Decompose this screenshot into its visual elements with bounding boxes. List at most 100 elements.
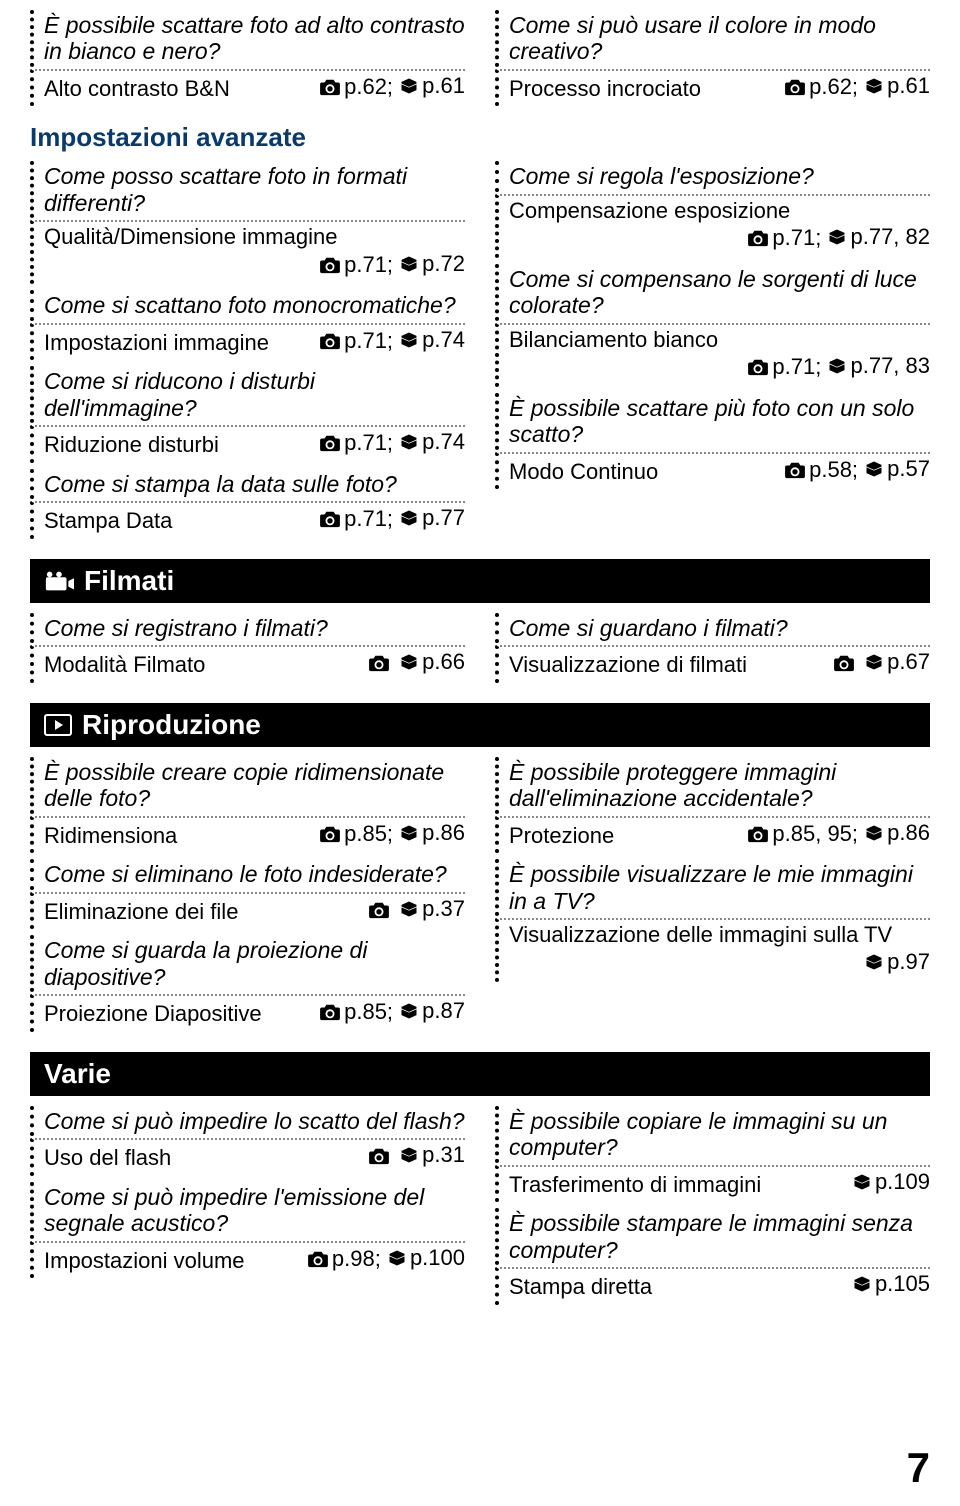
faq-entry: Come si scattano foto monocromatiche?Imp… <box>30 290 465 360</box>
answer-label: Visualizzazione delle immagini sulla TV <box>509 922 898 948</box>
answer-label: Alto contrasto B&N <box>44 76 236 102</box>
faq-entry: Come si eliminano le foto indesiderate?E… <box>30 859 465 929</box>
faq-entry: Come si compensano le sorgenti di luce c… <box>495 264 930 387</box>
faq-entry: È possibile creare copie ridimensionate … <box>30 757 465 853</box>
camera-icon <box>319 332 341 350</box>
answer-refs: p.85, 95; p.86 <box>747 820 930 850</box>
book-icon <box>399 432 419 452</box>
book-icon <box>399 899 419 919</box>
answer-refs: p.85; p.86 <box>319 820 465 850</box>
ref-text: p.71; <box>344 252 393 278</box>
faq-answer: Processo incrociatop.62; p.61 <box>495 69 930 107</box>
camera-icon <box>747 229 769 247</box>
answer-label: Bilanciamento bianco <box>509 327 724 353</box>
ref-text: p.74 <box>422 327 465 353</box>
ref-text: p.86 <box>422 820 465 846</box>
camera-ref: p.71; <box>747 354 821 380</box>
faq-question: È possibile visualizzare le mie immagini… <box>495 859 930 916</box>
ref-text: p.62; <box>344 74 393 100</box>
camera-ref: p.85, 95; <box>747 821 858 847</box>
faq-answer: Protezione p.85, 95; p.86 <box>495 816 930 854</box>
ref-text: p.77, 82 <box>850 224 930 250</box>
faq-answer: Uso del flash p.31 <box>30 1138 465 1176</box>
book-ref: p.31 <box>399 1142 465 1168</box>
book-icon <box>864 652 884 672</box>
book-icon <box>399 1145 419 1165</box>
faq-question: È possibile copiare le immagini su un co… <box>495 1106 930 1163</box>
riproduzione-heading: Riproduzione <box>82 709 261 741</box>
varie-bar: Varie <box>30 1052 930 1096</box>
camera-ref: p.71; <box>319 430 393 456</box>
book-ref: p.74 <box>399 429 465 455</box>
video-icon <box>44 569 74 593</box>
faq-entry: È possibile proteggere immagini dall'eli… <box>495 757 930 853</box>
faq-entry: Come si guardano i filmati?Visualizzazio… <box>495 613 930 683</box>
book-icon <box>864 952 884 972</box>
answer-refs: p.62; p.61 <box>319 73 465 103</box>
answer-refs: p.62; p.61 <box>784 73 930 103</box>
ref-text: p.77 <box>422 505 465 531</box>
faq-entry: È possibile scattare più foto con un sol… <box>495 393 930 489</box>
faq-question: Come si stampa la data sulle foto? <box>30 469 465 499</box>
ref-text: p.77, 83 <box>850 353 930 379</box>
varie-heading: Varie <box>44 1058 111 1090</box>
camera-ref: p.98; <box>307 1246 381 1272</box>
faq-answer: Bilanciamento bianco p.71; p.77, 83 <box>495 323 930 387</box>
filmati-heading: Filmati <box>84 565 174 597</box>
faq-entry: È possibile stampare le immagini senza c… <box>495 1208 930 1304</box>
answer-refs: p.66 <box>368 649 465 679</box>
faq-answer: Visualizzazione delle immagini sulla TVp… <box>495 918 930 982</box>
faq-question: Come si compensano le sorgenti di luce c… <box>495 264 930 321</box>
answer-label: Visualizzazione di filmati <box>509 652 753 678</box>
ref-text: p.71; <box>772 354 821 380</box>
ref-text: p.67 <box>887 649 930 675</box>
answer-label: Trasferimento di immagini <box>509 1172 767 1198</box>
ref-text: p.85; <box>344 821 393 847</box>
faq-question: Come si riducono i disturbi dell'immagin… <box>30 366 465 423</box>
faq-entry: Come si può impedire l'emissione del seg… <box>30 1182 465 1278</box>
faq-question: Come si regola l'esposizione? <box>495 161 930 191</box>
book-ref: p.77, 83 <box>827 353 930 379</box>
book-icon <box>399 1001 419 1021</box>
camera-ref: p.62; <box>319 74 393 100</box>
book-ref: p.66 <box>399 649 465 675</box>
book-icon <box>387 1248 407 1268</box>
faq-answer: Stampa Datap.71; p.77 <box>30 501 465 539</box>
answer-label: Protezione <box>509 823 620 849</box>
camera-icon <box>784 461 806 479</box>
faq-question: Come si guarda la proiezione di diaposit… <box>30 935 465 992</box>
answer-refs: p.71; p.77, 83 <box>747 353 930 383</box>
book-icon <box>864 76 884 96</box>
answer-refs: p.97 <box>864 949 930 979</box>
book-icon <box>864 459 884 479</box>
faq-question: È possibile scattare più foto con un sol… <box>495 393 930 450</box>
book-ref: p.97 <box>864 949 930 975</box>
book-ref: p.57 <box>864 456 930 482</box>
ref-text: p.61 <box>422 73 465 99</box>
book-ref: p.86 <box>864 820 930 846</box>
book-icon <box>399 254 419 274</box>
book-icon <box>399 823 419 843</box>
faq-answer: Impostazioni immaginep.71; p.74 <box>30 323 465 361</box>
ref-text: p.97 <box>887 949 930 975</box>
faq-answer: Compensazione esposizionep.71; p.77, 82 <box>495 194 930 258</box>
faq-answer: Visualizzazione di filmati p.67 <box>495 645 930 683</box>
faq-entry: Come si riducono i disturbi dell'immagin… <box>30 366 465 462</box>
camera-ref <box>368 901 393 919</box>
faq-answer: Proiezione Diapositivep.85; p.87 <box>30 994 465 1032</box>
ref-text: p.61 <box>887 73 930 99</box>
faq-question: Come si registrano i filmati? <box>30 613 465 643</box>
book-ref: p.87 <box>399 998 465 1024</box>
answer-label: Qualità/Dimensione immagine <box>44 224 343 250</box>
camera-ref: p.71; <box>319 252 393 278</box>
faq-answer: Ridimensionap.85; p.86 <box>30 816 465 854</box>
faq-answer: Modalità Filmato p.66 <box>30 645 465 683</box>
answer-refs: p.71; p.74 <box>319 327 465 357</box>
faq-question: È possibile creare copie ridimensionate … <box>30 757 465 814</box>
ref-text: p.85, 95; <box>772 821 858 847</box>
faq-question: Come posso scattare foto in formati diff… <box>30 161 465 218</box>
camera-icon <box>319 78 341 96</box>
ref-text: p.62; <box>809 74 858 100</box>
faq-answer: Stampa direttap.105 <box>495 1267 930 1305</box>
book-ref: p.77 <box>399 505 465 531</box>
